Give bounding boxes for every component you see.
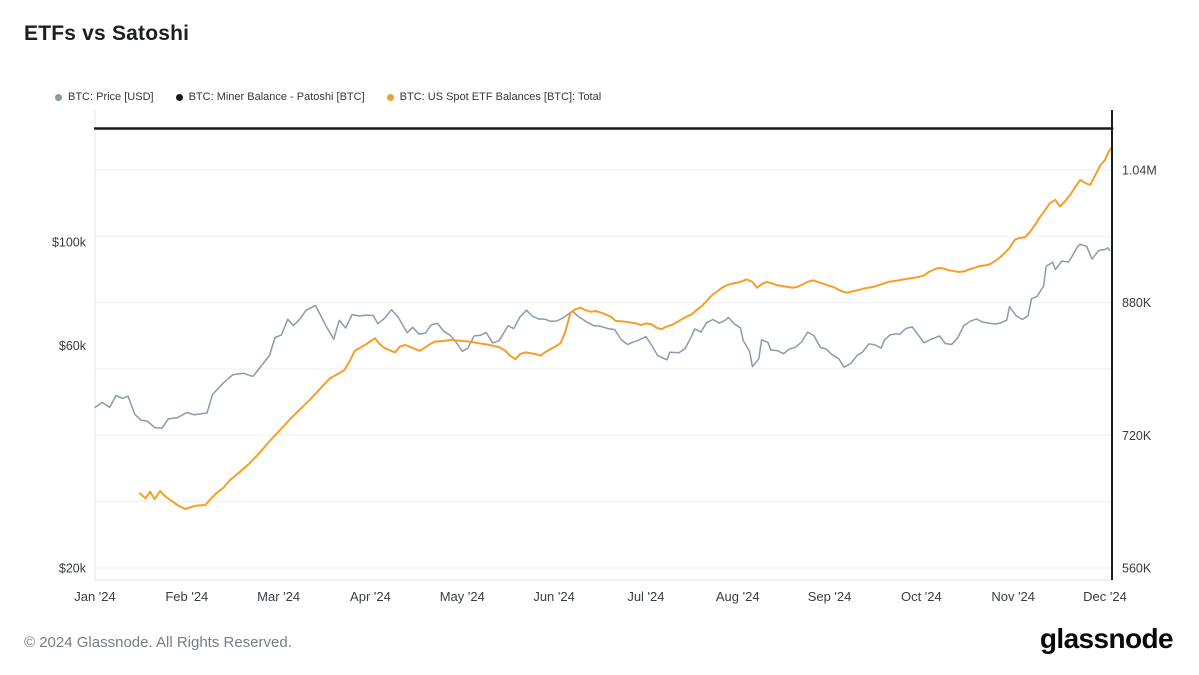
x-axis-label: Nov '24 [991, 589, 1035, 604]
legend-item-1[interactable]: BTC: Miner Balance - Patoshi [BTC] [175, 91, 365, 103]
x-axis-label: Sep '24 [808, 589, 852, 604]
x-axis-label: Jun '24 [533, 589, 575, 604]
x-axis-label: Jul '24 [627, 589, 664, 604]
y-axis-label-right: 1.04M [1122, 164, 1157, 178]
legend-item-0[interactable]: BTC: Price [USD] [55, 91, 154, 103]
legend-item-2[interactable]: BTC: US Spot ETF Balances [BTC]: Total [386, 91, 602, 103]
legend-label: BTC: Price [USD] [68, 91, 154, 103]
y-axis-label-right: 880K [1122, 296, 1152, 310]
y-axis-label-left: $100k [52, 236, 87, 250]
legend-label: BTC: US Spot ETF Balances [BTC]: Total [399, 91, 602, 103]
plot-area[interactable] [95, 110, 1112, 580]
x-axis-label: Mar '24 [257, 589, 300, 604]
chart-legend: BTC: Price [USD] BTC: Miner Balance - Pat… [55, 91, 601, 103]
series-line-2[interactable] [139, 145, 1114, 511]
legend-dot-icon [55, 93, 62, 101]
y-axis-label-right: 560K [1122, 562, 1152, 576]
y-axis-label-left: $60k [59, 339, 87, 353]
page-title: ETFs vs Satoshi [24, 22, 190, 45]
x-axis-label: May '24 [440, 589, 485, 604]
x-axis-label: Oct '24 [901, 589, 942, 604]
x-axis-label: Aug '24 [716, 589, 760, 604]
legend-dot-icon [175, 93, 183, 101]
y-axis-label-left: $20k [59, 562, 87, 576]
x-axis-label: Apr '24 [350, 589, 391, 604]
copyright-text: © 2024 Glassnode. All Rights Reserved. [24, 634, 292, 651]
x-axis-label: Dec '24 [1083, 589, 1127, 604]
series-line-0[interactable] [94, 243, 1111, 429]
x-axis-label: Jan '24 [74, 589, 116, 604]
glassnode-logo[interactable]: glassnode [1039, 623, 1174, 654]
price-chart: $100k $60k $20k 1.04M 880K 720K 560K Jan '24 Feb… [52, 110, 1157, 604]
legend-label: BTC: Miner Balance - Patoshi [BTC] [188, 91, 365, 103]
legend-dot-icon [386, 93, 394, 101]
x-axis-label: Feb '24 [165, 589, 208, 604]
y-axis-label-right: 720K [1122, 429, 1152, 443]
